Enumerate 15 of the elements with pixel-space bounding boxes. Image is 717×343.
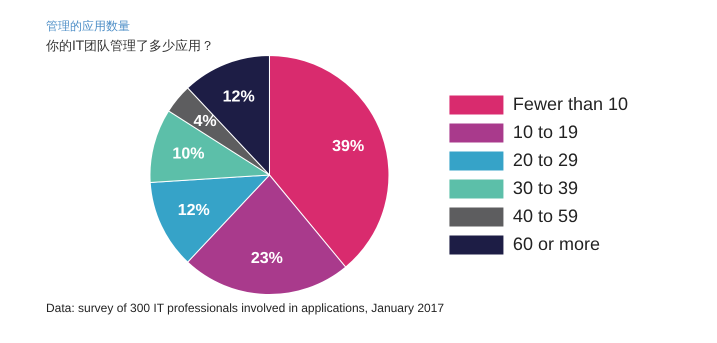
text: Data: survey of 300 IT professionals involved in applications, January 2017	[45, 300, 446, 315]
legend-label: 20 to 29	[512, 150, 578, 170]
data-label: 10%	[172, 146, 204, 163]
legend-label: 30 to 39	[512, 178, 578, 198]
chart-title: 管理的应用数量	[45, 18, 131, 35]
data-label: 39%	[332, 138, 364, 156]
legend-label: 40 to 59	[512, 206, 578, 226]
data-label: 4%	[193, 113, 217, 130]
data-label: 12%	[222, 88, 255, 106]
chart-subtitle: 你的IT团队管理了多少应用？	[45, 38, 215, 55]
legend-label: Fewer than 10	[512, 94, 628, 114]
legend-label: 10 to 19	[512, 122, 578, 142]
data-label: 12%	[178, 202, 210, 220]
legend-label: 60 or more	[512, 234, 600, 254]
data-label: 23%	[250, 250, 283, 268]
